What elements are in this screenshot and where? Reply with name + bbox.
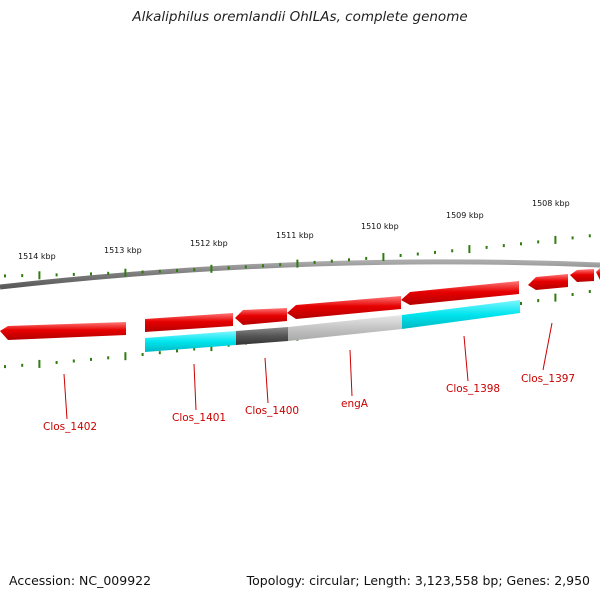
accession-text: Accession: NC_009922 <box>9 573 152 588</box>
cds-clos-1401[interactable] <box>145 313 233 332</box>
gene-label-enga[interactable]: engA <box>341 398 369 410</box>
gene-clos-1401[interactable] <box>145 331 236 352</box>
outer-tick-marks <box>4 234 591 280</box>
kbp-label: 1511 kbp <box>276 231 314 240</box>
cds-clos-1400[interactable] <box>235 308 287 325</box>
map-title: Alkaliphilus oremlandii OhILAs, complete… <box>132 9 468 25</box>
kbp-label: 1512 kbp <box>190 239 228 248</box>
gene-clos-1400[interactable] <box>236 327 288 345</box>
gene-features <box>145 300 520 352</box>
topology-text: Topology: circular; Length: 3,123,558 bp… <box>246 573 590 588</box>
cds-clos-1398[interactable] <box>401 281 519 305</box>
gene-enga[interactable] <box>288 315 402 341</box>
kbp-label: 1513 kbp <box>104 246 142 255</box>
kbp-label: 1514 kbp <box>18 252 56 261</box>
gene-label-clos-1400[interactable]: Clos_1400 <box>245 405 299 417</box>
kbp-scale-labels: 1514 kbp 1513 kbp 1512 kbp 1511 kbp 1510… <box>18 199 570 261</box>
cds-next-1[interactable] <box>570 269 594 282</box>
kbp-label: 1510 kbp <box>361 222 399 231</box>
gene-labels: Clos_1402 Clos_1401 Clos_1400 engA Clos_… <box>43 373 575 433</box>
kbp-label: 1509 kbp <box>446 211 484 220</box>
cds-clos-1397[interactable] <box>528 274 568 290</box>
cds-clos-1402[interactable] <box>0 322 126 340</box>
kbp-label: 1508 kbp <box>532 199 570 208</box>
genome-backbone <box>0 259 600 290</box>
gene-label-clos-1398[interactable]: Clos_1398 <box>446 383 500 395</box>
cds-next-2[interactable] <box>596 268 600 280</box>
gene-label-clos-1397[interactable]: Clos_1397 <box>521 373 575 385</box>
label-leaders <box>63 322 553 420</box>
gene-label-clos-1402[interactable]: Clos_1402 <box>43 421 97 433</box>
cds-features <box>0 268 600 340</box>
cds-enga[interactable] <box>287 296 401 319</box>
gene-label-clos-1401[interactable]: Clos_1401 <box>172 412 226 424</box>
gene-clos-1398[interactable] <box>402 300 520 329</box>
